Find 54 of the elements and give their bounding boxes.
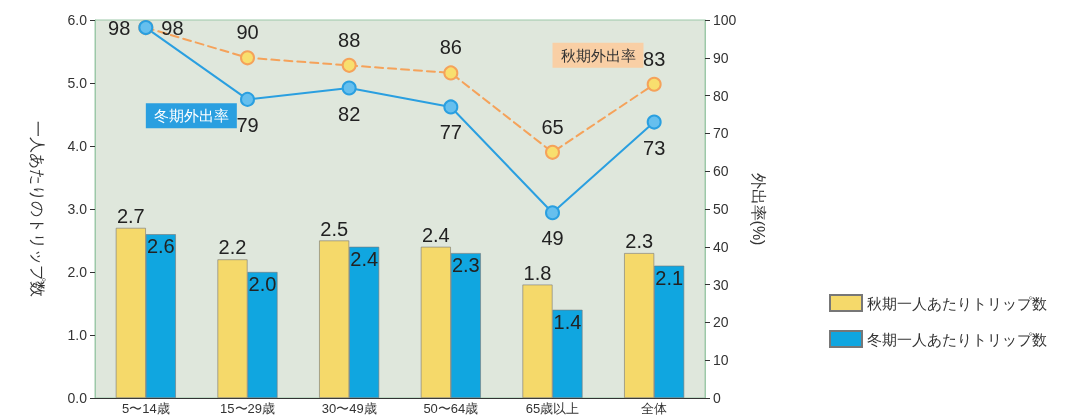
- data-label: 2.6: [146, 235, 175, 258]
- data-label: 2.2: [218, 236, 247, 259]
- y2-tick-label: 30: [713, 276, 729, 293]
- y2-tick-label: 80: [713, 87, 729, 104]
- x-tick-label: 30〜49歳: [321, 401, 377, 416]
- x-tick-label: 15〜29歳: [220, 401, 275, 416]
- y-tick-label: 0.0: [67, 390, 88, 406]
- data-label: 86: [439, 36, 462, 59]
- x-tick-label: 65歳以上: [525, 401, 580, 416]
- data-label: 79: [236, 113, 259, 136]
- y2-tick-label: 70: [713, 125, 729, 142]
- y2-tick-label: 50: [713, 201, 729, 217]
- x-tick-label: 全体: [641, 401, 668, 416]
- y-tick-label: 2.0: [67, 264, 88, 280]
- data-label: 2.4: [350, 247, 379, 270]
- y2-tick-label: 20: [713, 314, 729, 331]
- y2-tick-label: 100: [713, 12, 737, 28]
- data-label: 88: [338, 28, 361, 51]
- x-tick-label: 5〜14歳: [121, 401, 170, 416]
- data-label: 2.1: [655, 266, 684, 289]
- series-label: 秋期外出率: [560, 46, 636, 64]
- x-tick-label: 50〜64歳: [423, 401, 479, 416]
- series-label: 冬期外出率: [153, 107, 229, 125]
- data-label: 82: [338, 102, 361, 125]
- data-label: 83: [643, 47, 666, 70]
- y-axis-title: 一人あたりのトリップ数: [28, 121, 46, 297]
- data-label: 49: [541, 227, 564, 250]
- data-label: 2.3: [451, 254, 480, 277]
- data-label: 98: [108, 16, 131, 39]
- data-label: 2.4: [421, 223, 450, 246]
- data-label: 98: [161, 16, 184, 39]
- legend-label: 秋期一人あたりトリップ数: [867, 294, 1047, 312]
- y2-tick-label: 40: [713, 238, 729, 255]
- y2-tick-label: 10: [713, 352, 729, 369]
- y-tick-label: 4.0: [67, 138, 88, 154]
- y2-tick-label: 0: [713, 390, 721, 406]
- data-label: 2.7: [116, 204, 145, 227]
- data-label: 2.5: [320, 217, 349, 240]
- data-label: 90: [236, 21, 259, 44]
- data-label: 77: [439, 121, 462, 144]
- y2-tick-label: 90: [713, 49, 729, 66]
- y2-axis-title: 外出率(%): [749, 172, 767, 246]
- data-label: 1.8: [523, 261, 552, 284]
- data-label: 2.0: [248, 273, 277, 295]
- data-label: 65: [541, 115, 564, 138]
- legend-label: 冬期一人あたりトリップ数: [867, 330, 1047, 348]
- data-label: 1.4: [553, 310, 582, 333]
- y2-tick-label: 60: [713, 163, 729, 180]
- y-tick-label: 1.0: [67, 327, 88, 343]
- y-tick-label: 3.0: [67, 201, 88, 217]
- y-tick-label: 6.0: [67, 12, 88, 28]
- y-tick-label: 5.0: [67, 75, 88, 91]
- data-label: 2.3: [625, 230, 654, 253]
- data-label: 73: [643, 136, 666, 159]
